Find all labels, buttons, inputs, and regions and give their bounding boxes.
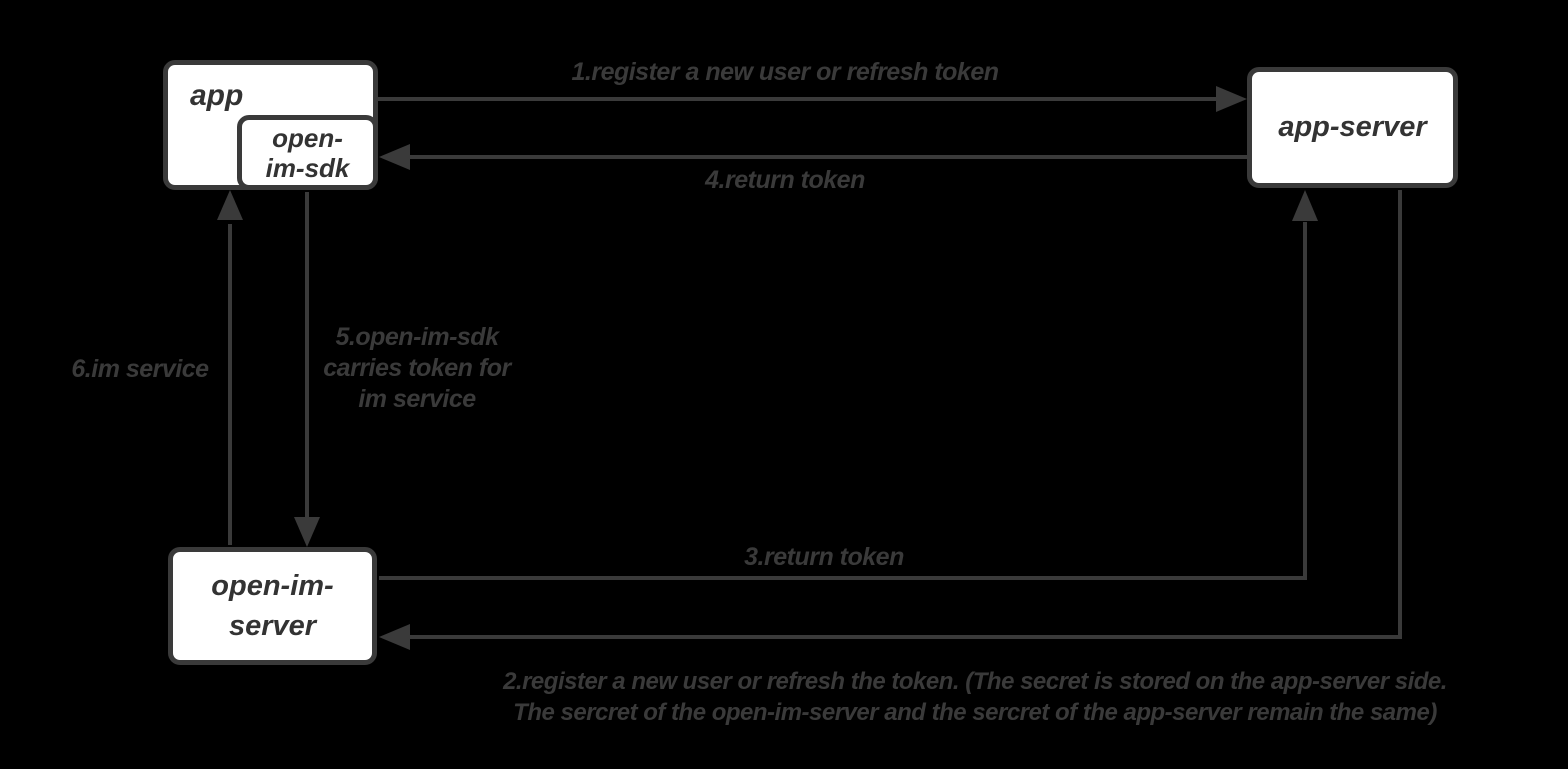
arrow-5-open-im-sdk-to-open-im-server — [294, 192, 320, 547]
node-app-server: app-server — [1247, 67, 1458, 188]
arrow-2-app-server-to-open-im-server — [379, 190, 1402, 650]
edge-label-register-token-secret: 2.register a new user or refresh the tok… — [503, 668, 1447, 726]
edge-label-return-token-4: 4.return token — [705, 166, 865, 194]
arrow-4-app-server-to-open-im-sdk — [379, 144, 1247, 170]
edge-label-register-token: 1.register a new user or refresh token — [571, 58, 999, 86]
arrow-1-app-to-app-server — [378, 86, 1247, 112]
node-app-server-label: app-server — [1278, 111, 1427, 143]
arrow-6-open-im-server-to-app — [217, 190, 243, 545]
arrow-3-open-im-server-to-app-server — [379, 190, 1318, 580]
edge-label-sdk-carries-token: 5.open-im-sdk carries token for im servi… — [323, 323, 511, 413]
node-app-label: app — [190, 79, 244, 112]
node-open-im-sdk: open- im-sdk — [237, 115, 378, 190]
edge-label-return-token-3: 3.return token — [744, 543, 904, 571]
edge-label-im-service: 6.im service — [71, 355, 209, 383]
node-open-im-sdk-label: open- im-sdk — [265, 122, 350, 183]
node-open-im-server: open-im- server — [168, 547, 377, 665]
node-open-im-server-label: open-im- server — [211, 570, 334, 642]
